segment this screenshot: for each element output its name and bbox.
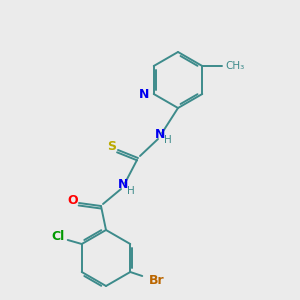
Text: Br: Br: [148, 274, 164, 286]
Text: H: H: [164, 135, 172, 145]
Text: S: S: [107, 140, 116, 152]
Text: N: N: [138, 88, 149, 100]
Text: N: N: [155, 128, 165, 140]
Text: O: O: [68, 194, 78, 206]
Text: Cl: Cl: [51, 230, 64, 242]
Text: CH₃: CH₃: [225, 61, 244, 71]
Text: N: N: [118, 178, 128, 190]
Text: H: H: [127, 186, 135, 196]
